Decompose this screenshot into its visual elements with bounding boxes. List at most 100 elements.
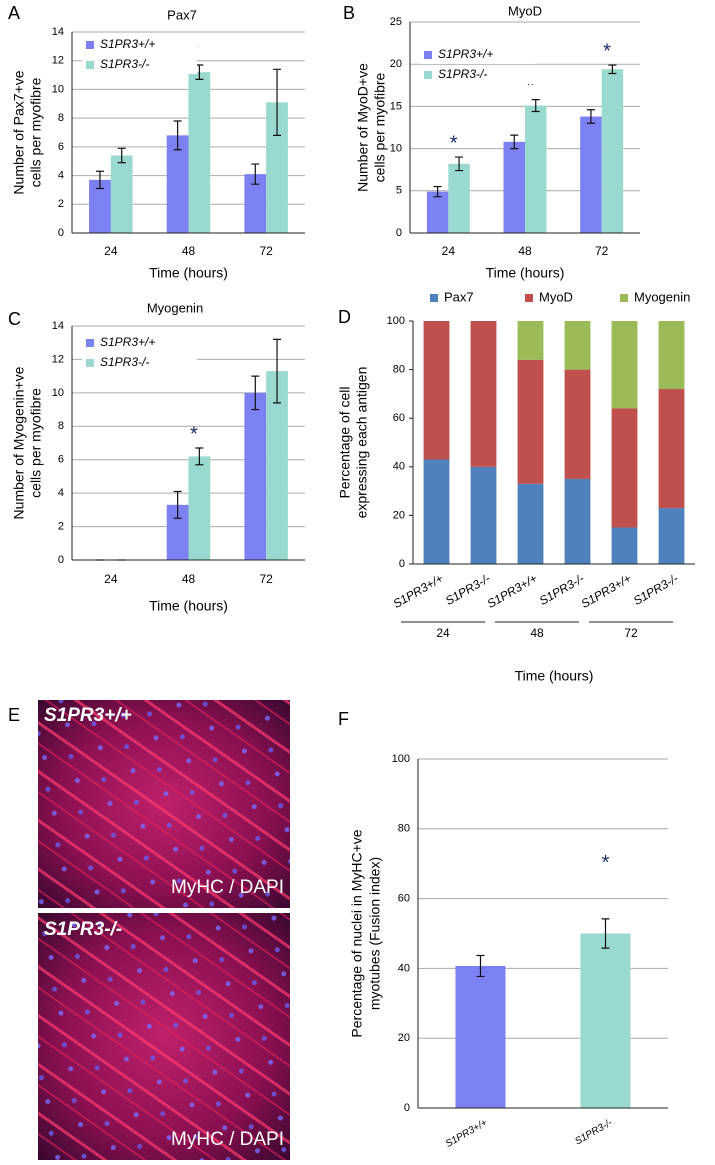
bar xyxy=(188,72,211,233)
legend-swatch xyxy=(525,294,533,302)
image-label: S1PR3-/- xyxy=(44,919,122,940)
error-bar xyxy=(433,185,442,198)
y-tick-label: 20 xyxy=(393,509,405,521)
bar xyxy=(244,174,267,233)
y-tick-label: 0 xyxy=(399,558,405,570)
x-tick-label: S1PR3-/- xyxy=(631,571,681,608)
bar xyxy=(580,116,602,233)
bar-segment xyxy=(611,527,638,564)
bar xyxy=(266,371,288,560)
legend-label: S1PR3+/+ xyxy=(100,37,155,51)
bar xyxy=(503,141,525,233)
x-tick-label: 48 xyxy=(518,244,532,258)
x-tick-label: S1PR3-/- xyxy=(537,571,587,608)
x-tick-label: 24 xyxy=(104,572,118,586)
error-bar xyxy=(531,99,540,113)
legend-swatch xyxy=(86,61,94,69)
legend-swatch xyxy=(86,339,94,347)
bar-segment xyxy=(658,321,685,390)
x-tick-label: 24 xyxy=(104,244,118,258)
y-tick-label: 12 xyxy=(52,55,64,67)
x-tick-label: 48 xyxy=(182,572,196,586)
bar xyxy=(525,105,547,233)
y-tick-label: 5 xyxy=(396,185,402,197)
x-tick-label: 72 xyxy=(595,244,609,258)
y-axis-label: Percentage of nuclei in MyHC+ve xyxy=(349,829,365,1037)
y-axis-label: Percentage of cell xyxy=(337,386,353,498)
chart-title: MyoD xyxy=(508,3,542,18)
x-tick-label: S1PR3-/- xyxy=(443,571,493,608)
y-tick-label: 6 xyxy=(58,454,64,466)
y-tick-label: 80 xyxy=(393,364,405,376)
legend-background xyxy=(82,56,197,74)
x-tick-label: S1PR3+/+ xyxy=(579,571,634,611)
bar xyxy=(580,933,631,1108)
y-tick-label: 12 xyxy=(52,353,64,365)
micrograph-texture xyxy=(38,913,290,1160)
bar xyxy=(110,155,133,233)
bar-segment xyxy=(470,466,497,564)
x-axis-label: Time (hours) xyxy=(149,265,228,281)
x-tick-label: S1PR3+/+ xyxy=(391,571,446,611)
legend-label: S1PR3+/+ xyxy=(100,335,155,349)
bar xyxy=(426,191,449,233)
image-caption: MyHC / DAPI xyxy=(171,1129,284,1150)
legend-label: S1PR3-/- xyxy=(100,57,149,71)
micrograph-texture xyxy=(38,700,290,908)
group-label: 48 xyxy=(530,626,544,640)
legend-background xyxy=(82,354,197,372)
legend-label: MyoD xyxy=(539,289,573,304)
legend-swatch xyxy=(430,294,438,302)
y-tick-label: 15 xyxy=(390,100,402,112)
y-tick-label: 0 xyxy=(396,227,402,239)
bar-segment xyxy=(423,459,450,564)
bar xyxy=(601,69,624,233)
error-bar xyxy=(273,68,282,136)
y-tick-label: 0 xyxy=(58,227,64,239)
y-tick-label: 6 xyxy=(58,141,64,153)
y-tick-label: 40 xyxy=(393,461,405,473)
legend-label: S1PR3-/- xyxy=(438,67,487,81)
legend-background xyxy=(82,36,197,54)
bar xyxy=(89,179,111,233)
image-panel: E S1PR3+/+ MyHC / DAPI S1PR3-/- MyHC / D… xyxy=(8,700,290,1160)
y-tick-label: 0 xyxy=(404,1102,410,1114)
error-bar xyxy=(173,120,182,151)
bar-segment xyxy=(517,321,544,360)
x-tick-label: 48 xyxy=(182,244,196,258)
x-axis-label: Time (hours) xyxy=(149,598,228,614)
bar xyxy=(166,504,189,560)
legend-background xyxy=(420,46,535,64)
error-bar xyxy=(476,954,485,978)
y-tick-label: 2 xyxy=(58,520,64,532)
legend-label: S1PR3-/- xyxy=(100,355,149,369)
legend-swatch xyxy=(86,41,94,49)
y-tick-label: 2 xyxy=(58,198,64,210)
bar-segment xyxy=(658,508,685,564)
error-bar xyxy=(586,109,595,124)
error-bar xyxy=(95,170,104,190)
x-tick-label: S1PR3+/+ xyxy=(444,1117,490,1150)
bar xyxy=(266,102,288,233)
significance-marker: * xyxy=(603,40,611,62)
y-tick-label: 4 xyxy=(58,487,64,499)
y-tick-label: 14 xyxy=(52,26,64,38)
x-tick-label: S1PR3-/- xyxy=(573,1117,615,1147)
y-tick-label: 10 xyxy=(52,387,64,399)
significance-marker: * xyxy=(450,132,458,154)
error-bar xyxy=(455,156,464,172)
bar xyxy=(166,135,189,233)
bar xyxy=(188,456,211,560)
y-axis-label: cells per myofibre xyxy=(28,77,44,187)
x-tick-label: 72 xyxy=(259,572,273,586)
legend-swatch xyxy=(86,359,94,367)
legend-swatch xyxy=(620,294,628,302)
significance-marker: * xyxy=(190,423,198,445)
bar-segment xyxy=(564,369,591,479)
y-axis-label: cells per myofibre xyxy=(28,388,44,498)
y-tick-label: 8 xyxy=(58,112,64,124)
y-axis-label: Number of Myogenin+ve xyxy=(11,366,27,519)
error-bar xyxy=(117,147,126,164)
y-axis-label: expressing each antigen xyxy=(354,367,370,519)
